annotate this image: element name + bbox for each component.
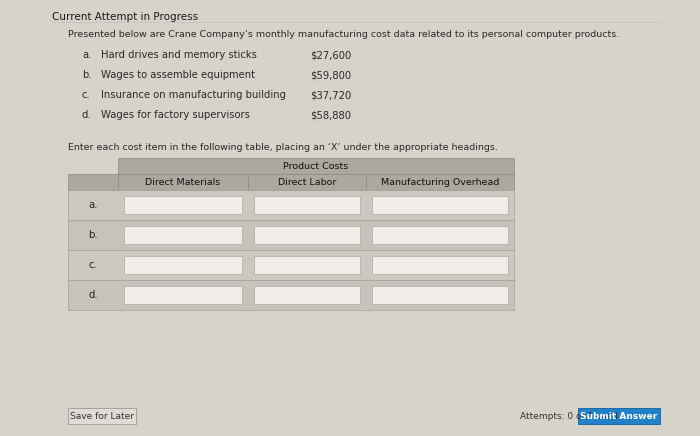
Text: d.: d. (88, 290, 98, 300)
Text: $37,720: $37,720 (310, 90, 351, 100)
Text: Submit Answer: Submit Answer (580, 412, 657, 420)
Text: Current Attempt in Progress: Current Attempt in Progress (52, 12, 198, 22)
Bar (254, 286, 360, 304)
Text: Insurance on manufacturing building: Insurance on manufacturing building (101, 90, 286, 100)
Text: $58,880: $58,880 (310, 110, 351, 120)
Text: $59,800: $59,800 (310, 70, 351, 80)
Text: c.: c. (89, 260, 97, 270)
Text: Hard drives and memory sticks: Hard drives and memory sticks (101, 50, 257, 60)
Text: Product Costs: Product Costs (284, 161, 349, 170)
Text: Wages to assemble equipment: Wages to assemble equipment (101, 70, 255, 80)
Bar (68, 408, 136, 424)
Bar (124, 286, 242, 304)
Text: Save for Later: Save for Later (70, 412, 134, 420)
Text: a.: a. (82, 50, 92, 60)
Bar (372, 196, 508, 214)
Bar (68, 280, 514, 310)
Bar (366, 174, 514, 190)
Text: Wages for factory supervisors: Wages for factory supervisors (101, 110, 250, 120)
Bar (118, 158, 514, 174)
Bar (68, 220, 514, 250)
Text: b.: b. (82, 70, 92, 80)
Text: c.: c. (82, 90, 91, 100)
Text: Direct Labor: Direct Labor (278, 177, 336, 187)
Bar (68, 250, 514, 280)
Text: d.: d. (82, 110, 92, 120)
Text: Attempts: 0 of 1 used: Attempts: 0 of 1 used (520, 412, 618, 420)
Text: $27,600: $27,600 (310, 50, 351, 60)
Bar (254, 196, 360, 214)
Text: b.: b. (88, 230, 98, 240)
Bar (254, 256, 360, 274)
Bar (372, 256, 508, 274)
Bar (68, 174, 118, 190)
Bar (372, 286, 508, 304)
Text: a.: a. (88, 200, 98, 210)
Bar (68, 190, 514, 220)
Text: Enter each cost item in the following table, placing an ‘X’ under the appropriat: Enter each cost item in the following ta… (68, 143, 498, 152)
Bar (124, 226, 242, 244)
Bar (248, 174, 366, 190)
Bar (118, 174, 248, 190)
Bar (124, 196, 242, 214)
Text: Manufacturing Overhead: Manufacturing Overhead (381, 177, 499, 187)
Bar (372, 226, 508, 244)
Bar (254, 226, 360, 244)
Text: Presented below are Crane Company’s monthly manufacturing cost data related to i: Presented below are Crane Company’s mont… (68, 30, 620, 39)
Text: Direct Materials: Direct Materials (146, 177, 220, 187)
Bar (578, 408, 660, 424)
Bar (124, 256, 242, 274)
